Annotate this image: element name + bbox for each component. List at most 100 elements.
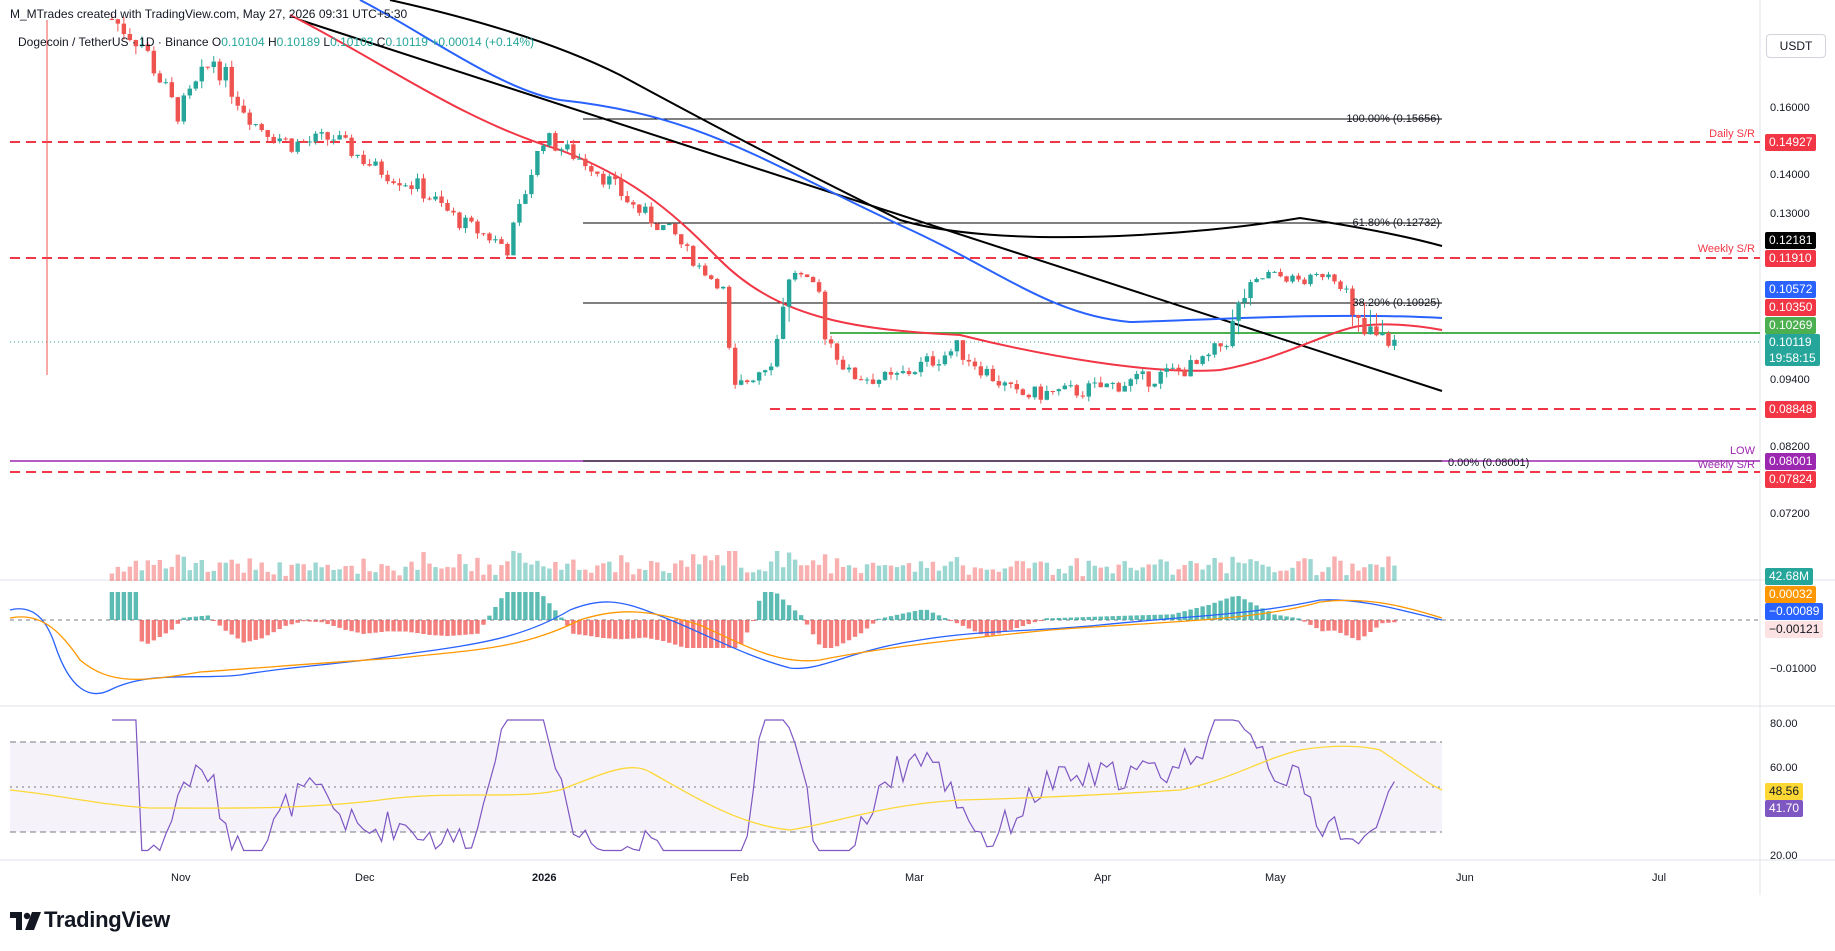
candle-body [661, 225, 666, 231]
candle-body [1026, 394, 1032, 398]
macd-histogram-bar [1128, 615, 1133, 620]
volume-bar [1026, 568, 1032, 581]
macd-histogram-bar [786, 605, 792, 620]
macd-histogram-bar [810, 620, 816, 635]
macd-histogram-bar [1206, 604, 1211, 620]
macd-histogram-bar [391, 620, 396, 632]
macd-histogram-bar [1098, 616, 1103, 620]
volume-bar [181, 556, 187, 581]
candle-body [1218, 343, 1223, 347]
volume-bar [307, 570, 312, 581]
macd-histogram-bar [169, 620, 175, 630]
volume-bar [1020, 561, 1026, 581]
candle-body [253, 124, 258, 126]
volume-bar [1332, 556, 1337, 581]
macd-histogram-bar [607, 620, 612, 639]
volume-bar [1272, 572, 1277, 581]
macd-line [9, 599, 1443, 695]
macd-histogram-bar [756, 600, 762, 620]
candle-body [708, 275, 714, 279]
candle-body [427, 198, 432, 200]
macd-histogram-bar [139, 620, 145, 642]
volume-bar [816, 564, 822, 581]
macd-histogram-bar [732, 620, 738, 648]
rsi-ma-line [9, 745, 1443, 831]
candle-body [1332, 274, 1337, 282]
candle-body [1290, 275, 1295, 282]
volume-bar [241, 572, 246, 581]
volume-bar [840, 566, 846, 581]
macd-histogram-bar [361, 620, 366, 634]
macd-histogram-bar [325, 620, 330, 625]
volume-bar [1212, 557, 1217, 581]
volume-bar [1194, 563, 1199, 581]
volume-bar [127, 566, 133, 581]
volume-bar [1350, 563, 1355, 581]
volume-bar [337, 569, 342, 581]
macd-histogram-bar [858, 620, 864, 634]
tradingview-brand[interactable]: TradingView [44, 907, 170, 932]
macd-histogram-bar [451, 620, 456, 636]
macd-histogram-bar [517, 592, 522, 620]
volume-bar [1206, 564, 1211, 581]
volume-bar [1326, 567, 1331, 581]
candle-body [918, 361, 924, 373]
volume-bar [1074, 558, 1079, 581]
volume-bar [1050, 574, 1056, 581]
volume-bar [1320, 571, 1325, 581]
candle-body [810, 277, 816, 283]
candle-body [864, 379, 870, 381]
volume-bar [948, 561, 954, 581]
time-tick: Jun [1456, 872, 1474, 884]
quote-unit-button[interactable]: USDT [1766, 34, 1826, 58]
tradingview-logo-icon[interactable] [10, 912, 42, 930]
macd-hist-tag: −0.00121 [1765, 621, 1824, 638]
ema200-line [389, 0, 1443, 247]
volume-bar [1002, 568, 1008, 581]
volume-bar [1158, 559, 1163, 581]
macd-signal-tag: 0.00032 [1765, 586, 1817, 603]
candle-body [319, 132, 324, 134]
volume-bar [1236, 562, 1241, 581]
macd-histogram-bar [571, 620, 576, 634]
volume-bar [367, 571, 372, 581]
volume-bar [714, 555, 720, 581]
macd-histogram-bar [1008, 620, 1014, 630]
volume-bar [1296, 561, 1301, 581]
symbol-name[interactable]: Dogecoin / TetherUS · 1D · Binance [18, 35, 209, 49]
symbol-legend[interactable]: Dogecoin / TetherUS · 1D · Binance O0.10… [18, 35, 534, 49]
macd-histogram-bar [679, 620, 684, 647]
volume-bar [876, 565, 882, 581]
candle-body [385, 174, 390, 182]
macd-histogram-bar [966, 620, 972, 629]
time-tick: Jul [1652, 872, 1667, 884]
macd-histogram-bar [1026, 620, 1032, 625]
macd-histogram-bar [343, 620, 348, 630]
volume-bar [673, 563, 678, 581]
volume-bar [918, 561, 924, 581]
chart-area[interactable]: 100.00% (0.15656) 61.80% (0.12732) 38.20… [0, 0, 1835, 895]
macd-histogram-bar [649, 620, 654, 639]
macd-histogram-bar [1104, 616, 1109, 620]
candle-body [1206, 354, 1211, 357]
volume-bar [163, 568, 169, 581]
chart-credit: M_MTrades created with TradingView.com, … [10, 7, 408, 21]
volume-bar [798, 565, 804, 581]
macd-histogram-bar [277, 620, 282, 630]
macd-histogram-bar [145, 620, 151, 644]
macd-histogram-bar [295, 620, 300, 623]
candle-body [505, 243, 510, 256]
macd-histogram-bar [565, 620, 570, 626]
volume-bar [1308, 559, 1313, 581]
candle-body [948, 351, 954, 356]
volume-bar [169, 566, 175, 581]
candle-body [1374, 326, 1379, 336]
candle-body [157, 73, 163, 83]
macd-histogram-bar [199, 616, 204, 620]
candle-body [439, 196, 444, 203]
candle-body [1008, 382, 1014, 385]
macd-histogram-bar [1386, 620, 1391, 623]
chart-canvas[interactable]: 100.00% (0.15656) 61.80% (0.12732) 38.20… [0, 0, 1835, 895]
volume-bar [277, 562, 282, 581]
macd-histogram-bar [175, 620, 181, 624]
